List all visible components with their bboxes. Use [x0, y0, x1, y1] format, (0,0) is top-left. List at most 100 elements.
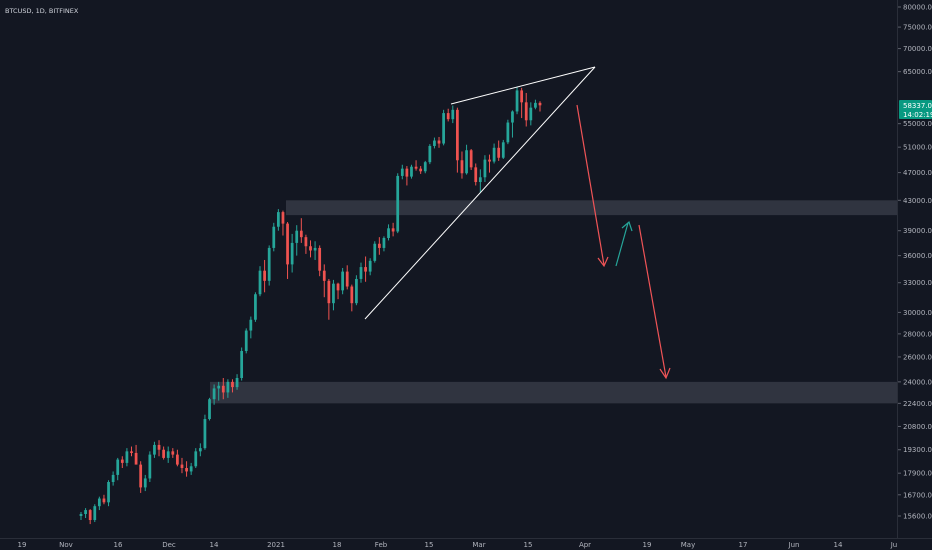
candle-body-33: [231, 381, 234, 388]
candle-body-21: [176, 454, 179, 465]
date-tick-label-4: 14: [210, 541, 219, 549]
date-tick-label-9: Mar: [472, 541, 485, 549]
date-tick-label-10: 15: [524, 541, 533, 549]
candle-body-48: [299, 230, 303, 238]
candle-body-88: [483, 159, 487, 178]
candle-body-36: [244, 330, 248, 352]
candle-body-61: [359, 267, 363, 279]
candle-body-54: [327, 280, 331, 304]
candle-body-86: [474, 167, 478, 183]
candle-body-27: [203, 419, 207, 449]
candle-body-32: [226, 381, 230, 393]
date-tick-label-14: 17: [739, 541, 748, 549]
price-tick-label-18: 17900.0: [903, 470, 932, 478]
candle-body-60: [355, 278, 358, 304]
candle-body-76: [428, 145, 432, 163]
candle-body-91: [497, 147, 501, 158]
price-tick-label-14: 24000.0: [903, 378, 932, 386]
candle-body-41: [267, 247, 271, 281]
price-tick-label-8: 39000.0: [903, 227, 932, 235]
candle-body-18: [162, 449, 165, 458]
candle-body-94: [511, 111, 514, 123]
price-tick-label-7: 43000.0: [903, 197, 932, 205]
candle-body-89: [488, 159, 491, 162]
candle-body-12: [134, 452, 138, 465]
date-tick-label-2: 16: [114, 541, 123, 549]
candle-body-20: [171, 451, 175, 455]
symbol-info: BTCUSD, 1D, BITFINEX: [5, 7, 79, 15]
candle-body-40: [263, 270, 266, 281]
down-arrow-1-shaft: [576, 104, 605, 266]
price-tick-label-20: 15600.0: [903, 513, 932, 521]
candle-body-77: [433, 140, 436, 146]
candle-body-59: [350, 286, 354, 304]
candle-body-81: [451, 109, 455, 120]
date-tick-label-1: Nov: [59, 541, 73, 549]
candle-body-96: [520, 90, 524, 103]
down-arrow-2-head: [659, 367, 671, 380]
price-tick-label-15: 22400.0: [903, 400, 932, 408]
candle-body-100: [538, 102, 542, 106]
candle-body-34: [235, 378, 239, 388]
date-tick-label-8: 15: [425, 541, 434, 549]
date-tick-label-17: Ju: [890, 541, 898, 549]
candle-body-6: [107, 481, 110, 503]
zones-layer: [210, 200, 897, 404]
down-arrow-1-head: [597, 256, 609, 268]
candle-body-56: [336, 283, 340, 291]
candle-body-44: [281, 212, 285, 224]
last-price-countdown: 14:02:19: [903, 111, 932, 119]
candle-body-99: [534, 102, 537, 108]
price-tick-label-16: 20800.0: [903, 423, 932, 431]
candle-body-75: [423, 162, 427, 172]
candle-body-78: [437, 140, 441, 144]
candle-body-74: [419, 168, 423, 172]
candle-body-51: [313, 247, 317, 251]
last-price-label-bg: [899, 100, 932, 119]
candle-body-16: [153, 444, 156, 455]
candle-body-0: [79, 514, 83, 516]
price-tick-label-10: 33000.0: [903, 279, 932, 287]
candle-body-66: [382, 237, 386, 248]
candle-body-23: [185, 468, 188, 472]
candle-body-63: [368, 260, 372, 272]
date-tick-label-7: Feb: [375, 541, 388, 549]
candle-body-82: [456, 109, 459, 161]
candle-body-7: [111, 474, 115, 482]
candle-body-98: [529, 107, 533, 121]
candle-body-22: [180, 464, 184, 469]
candle-body-68: [391, 228, 395, 232]
candle-body-10: [125, 451, 129, 463]
candle-body-43: [276, 212, 280, 227]
price-tick-label-9: 36000.0: [903, 252, 932, 260]
candle-body-2: [88, 510, 92, 521]
candle-body-85: [469, 150, 473, 168]
price-axis[interactable]: [898, 0, 932, 538]
candle-body-90: [492, 147, 496, 162]
candle-body-1: [84, 510, 87, 515]
candle-body-46: [290, 242, 294, 265]
date-tick-label-5: 2021: [267, 541, 285, 549]
price-tick-label-13: 26000.0: [903, 353, 932, 361]
last-price-value: 58337.0: [903, 102, 932, 110]
wedge-lower-line: [364, 66, 596, 320]
candle-body-17: [157, 444, 161, 450]
up-arrow-head: [621, 220, 633, 232]
date-tick-label-0: 19: [18, 541, 27, 549]
candle-body-4: [97, 498, 101, 507]
price-ticks: 80000.0 75000.0 70000.0 65000.0 55000.0 51000…: [898, 4, 932, 521]
date-tick-label-12: 19: [643, 541, 652, 549]
candle-body-72: [410, 166, 413, 177]
candle-body-30: [217, 385, 221, 389]
price-tick-label-19: 16700.0: [903, 491, 932, 499]
candle-body-8: [116, 459, 120, 475]
candle-body-26: [198, 448, 202, 452]
down-arrow-2-shaft: [638, 224, 667, 378]
price-tick-label-17: 19300.0: [903, 446, 932, 454]
price-tick-label-1: 75000.0: [903, 24, 932, 32]
candle-body-35: [240, 351, 244, 379]
candle-body-24: [189, 466, 193, 472]
date-ticks: 19 Nov 16 Dec 14 2021 18 Feb 15 Mar 15 Apr 19 May 17 Ju…: [18, 541, 898, 549]
candle-body-25: [194, 451, 198, 467]
